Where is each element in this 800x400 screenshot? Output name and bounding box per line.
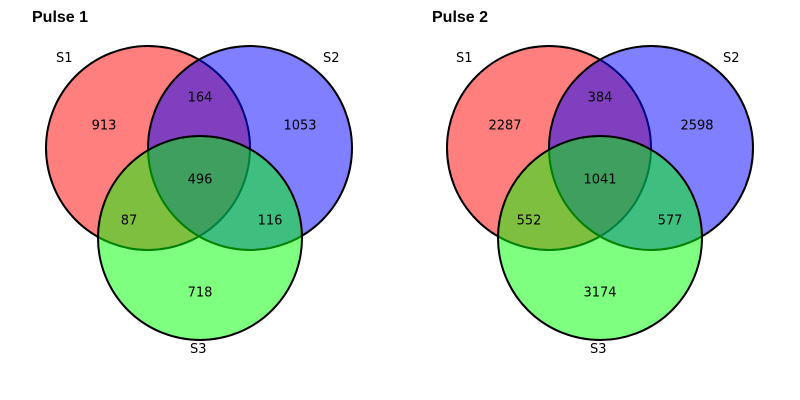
count-s1-s2-s3: 1041: [583, 173, 616, 188]
circle-s3: [97, 135, 303, 341]
venn-panel-pulse-2: Pulse 2 S1 S2 S3 2287 2598 3174 384 552 …: [432, 9, 754, 357]
count-s1-s2: 164: [188, 91, 213, 106]
venn-panel-pulse-1: Pulse 1 S1 S2 S3 913 1053 718 164 87 116…: [32, 9, 353, 357]
circle-s3: [497, 135, 703, 341]
set-label-s3: S3: [590, 342, 607, 357]
set-label-s3: S3: [190, 342, 207, 357]
panel-title: Pulse 2: [432, 9, 488, 26]
set-label-s2: S2: [723, 51, 740, 66]
count-s1-only: 2287: [488, 119, 521, 134]
set-label-s2: S2: [323, 51, 340, 66]
count-s1-s3: 552: [517, 214, 542, 229]
count-s1-s2-s3: 496: [188, 173, 213, 188]
count-s2-only: 2598: [680, 119, 713, 134]
count-s2-s3: 577: [658, 214, 683, 229]
count-s3-only: 718: [188, 286, 213, 301]
count-s2-s3: 116: [258, 214, 283, 229]
count-s1-s3: 87: [121, 214, 138, 229]
count-s1-only: 913: [92, 119, 117, 134]
count-s3-only: 3174: [583, 286, 616, 301]
set-label-s1: S1: [56, 51, 73, 66]
count-s2-only: 1053: [283, 119, 316, 134]
count-s1-s2: 384: [588, 91, 613, 106]
panel-title: Pulse 1: [32, 9, 88, 26]
set-label-s1: S1: [456, 51, 473, 66]
